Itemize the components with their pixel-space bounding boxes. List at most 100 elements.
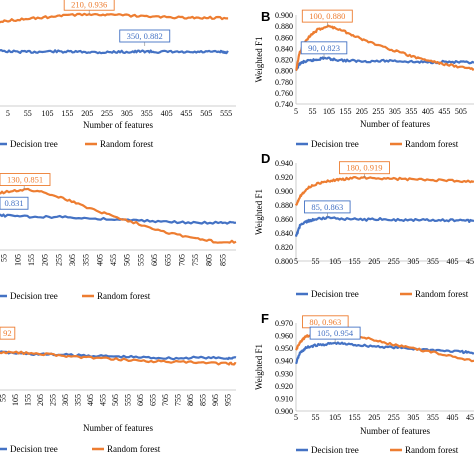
- x-tick-label: 205: [368, 413, 380, 422]
- x-axis-title: Number of features: [360, 426, 430, 436]
- x-tick-label: 205: [81, 109, 93, 118]
- x-tick-label: 355: [427, 413, 439, 422]
- x-axis-title: Number of features: [83, 423, 153, 433]
- series-line-random-forest: [295, 24, 474, 72]
- x-tick-label: 205: [41, 254, 50, 266]
- y-tick-label: 0.820: [275, 243, 293, 252]
- x-tick-label: 405: [422, 107, 434, 116]
- y-tick-label: 0.900: [275, 407, 293, 416]
- x-tick-label: 555: [123, 394, 132, 406]
- x-tick-label: 905: [211, 394, 220, 406]
- chart-panel-2: 55 155 255 355 455 555 655 755 855 105 205 305 405 50…: [0, 173, 237, 301]
- data-label: 180, 0.919: [346, 163, 382, 173]
- annotation-box: [0, 196, 29, 210]
- x-tick-label: 55: [0, 394, 7, 402]
- legend-label: Random forest: [405, 445, 459, 455]
- x-tick-label: 105: [11, 394, 20, 406]
- legend-label: Decision tree: [10, 291, 58, 301]
- x-tick-label: 355: [141, 109, 153, 118]
- legend-label: Decision tree: [311, 289, 359, 299]
- y-tick-label: 0.880: [275, 22, 293, 31]
- series-line-decision-tree: [0, 213, 237, 225]
- x-tick-label: 205: [36, 394, 45, 406]
- x-tick-label: 305: [121, 109, 133, 118]
- chart-panel-3: 0.800 0.820 0.840 0.860 0.880 0.900 0.920 0.940…: [254, 151, 474, 299]
- x-tick-label: 155: [61, 109, 73, 118]
- y-tick-label: 0.760: [275, 89, 293, 98]
- x-tick-label: 155: [349, 257, 361, 266]
- x-tick-label: 755: [191, 254, 200, 266]
- legend-label: Decision tree: [10, 444, 58, 454]
- x-tick-label: 5: [294, 257, 298, 266]
- x-tick-label: 655: [164, 254, 173, 266]
- x-tick-label: 455: [109, 254, 118, 266]
- x-tick-label: 255: [54, 254, 63, 266]
- x-tick-label: 205: [368, 257, 380, 266]
- y-tick-label: 0.840: [275, 44, 293, 53]
- x-tick-label: 5: [294, 413, 298, 422]
- x-tick-label: 455: [466, 257, 474, 266]
- y-tick-label: 0.940: [275, 357, 293, 366]
- annotation-box: [300, 41, 348, 55]
- y-tick-label: 0.800: [275, 257, 293, 266]
- x-tick-label: 55: [308, 107, 316, 116]
- series-line-decision-tree: [0, 48, 229, 55]
- x-tick-label: 455: [98, 394, 107, 406]
- x-tick-label: 455: [438, 107, 450, 116]
- x-tick-label: 55: [0, 254, 9, 262]
- y-tick-label: 0.860: [275, 215, 293, 224]
- x-tick-label: 155: [27, 254, 36, 266]
- legend-label: Random forest: [97, 291, 151, 301]
- x-tick-label: 855: [218, 254, 227, 266]
- data-label: 350, 0.882: [127, 31, 163, 41]
- x-tick-label: 105: [13, 254, 22, 266]
- annotation-box: [119, 29, 171, 43]
- x-tick-label: 355: [82, 254, 91, 266]
- x-tick-label: 705: [161, 394, 170, 406]
- chart-panel-1: 0.740 0.760 0.780 0.800 0.820 0.840 0.860 0.880…: [254, 9, 474, 149]
- x-tick-label: 455: [466, 413, 474, 422]
- data-label: 85, 0.863: [311, 202, 343, 212]
- panel-letter: B: [261, 9, 270, 24]
- x-tick-label: 155: [339, 107, 351, 116]
- y-tick-label: 0.970: [275, 319, 293, 328]
- annotation-box: [339, 161, 390, 175]
- x-tick-label: 505: [200, 109, 212, 118]
- x-tick-label: 55: [312, 257, 320, 266]
- y-tick-label: 0.860: [275, 33, 293, 42]
- legend-label: Random forest: [405, 139, 459, 149]
- x-tick-label: 305: [389, 107, 401, 116]
- panel-letter: F: [261, 311, 269, 326]
- x-tick-label: 255: [388, 257, 400, 266]
- x-tick-label: 355: [427, 257, 439, 266]
- x-tick-label: 405: [446, 257, 458, 266]
- x-tick-label: 55: [24, 109, 32, 118]
- series-line-random-forest: [0, 350, 237, 366]
- x-tick-label: 305: [407, 257, 419, 266]
- series-line-random-forest: [0, 12, 229, 24]
- x-tick-label: 5: [294, 107, 298, 116]
- legend-label: Decision tree: [10, 139, 58, 149]
- x-tick-label: 155: [349, 413, 361, 422]
- annotation-box: [63, 0, 115, 11]
- chart-panel-4: 55 155 255 355 455 555 655 755 855 955 105 205 305 40…: [0, 326, 237, 454]
- data-label: 92: [3, 328, 12, 338]
- y-tick-label: 0.930: [275, 369, 293, 378]
- data-label: 210, 0.936: [71, 0, 107, 9]
- data-label: 80, 0.963: [309, 317, 341, 327]
- y-axis-title: Weighted F1: [254, 189, 264, 235]
- chart-panel-5: 0.900 0.910 0.920 0.930 0.940 0.950 0.960 0.970…: [254, 311, 474, 455]
- y-tick-label: 0.920: [275, 382, 293, 391]
- y-tick-label: 0.820: [275, 56, 293, 65]
- x-tick-label: 255: [372, 107, 384, 116]
- x-tick-label: 855: [198, 394, 207, 406]
- x-tick-label: 555: [220, 109, 232, 118]
- x-axis-title: Number of features: [360, 119, 430, 129]
- y-tick-label: 0.940: [275, 159, 293, 168]
- x-tick-label: 255: [48, 394, 57, 406]
- x-tick-label: 505: [123, 254, 132, 266]
- x-tick-label: 405: [95, 254, 104, 266]
- y-tick-label: 0.840: [275, 229, 293, 238]
- y-tick-label: 0.920: [275, 173, 293, 182]
